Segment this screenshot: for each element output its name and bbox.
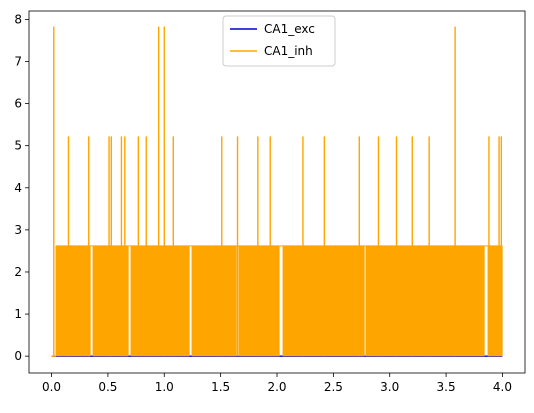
x-tick-label: 2.0	[267, 380, 286, 394]
x-tick-label: 3.5	[437, 380, 456, 394]
y-tick-label: 1	[14, 307, 22, 321]
legend: CA1_exc CA1_inh	[222, 15, 336, 67]
y-tick-label: 3	[14, 223, 22, 237]
legend-label-ca1-inh: CA1_inh	[264, 44, 313, 58]
series-layer	[51, 26, 503, 357]
y-tick-label: 4	[14, 181, 22, 195]
x-tick-label: 3.0	[380, 380, 399, 394]
y-tick-label: 8	[14, 12, 22, 26]
x-tick-label: 1.0	[155, 380, 174, 394]
y-tick-label: 2	[14, 265, 22, 279]
series-ca1-inh-body	[55, 245, 503, 357]
x-tick-label: 2.5	[324, 380, 343, 394]
x-tick-label: 4.0	[493, 380, 512, 394]
legend-label-ca1-exc: CA1_exc	[264, 22, 315, 36]
x-axis: 0.0 0.5 1.0 1.5 2.0 2.5 3.0 3.5 4.0	[42, 373, 512, 394]
y-tick-label: 0	[14, 349, 22, 363]
x-tick-label: 1.5	[211, 380, 230, 394]
x-tick-label: 0.0	[42, 380, 61, 394]
y-tick-label: 7	[14, 55, 22, 69]
y-axis: 0 1 2 3 4 5 6 7 8	[14, 12, 29, 363]
y-tick-label: 5	[14, 139, 22, 153]
y-tick-label: 6	[14, 97, 22, 111]
x-tick-label: 0.5	[98, 380, 117, 394]
